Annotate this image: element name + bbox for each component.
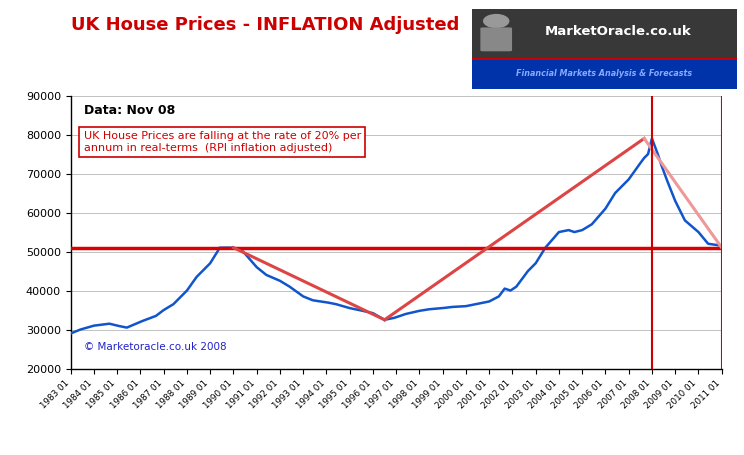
Text: UK House Prices are falling at the rate of 20% per
annum in real-terms  (RPI inf: UK House Prices are falling at the rate …	[84, 131, 361, 152]
Text: Data: Nov 08: Data: Nov 08	[84, 104, 175, 117]
Text: MarketOracle.co.uk: MarketOracle.co.uk	[545, 25, 691, 38]
Ellipse shape	[483, 14, 510, 28]
Bar	[472, 59, 737, 89]
Text: Financial Markets Analysis & Forecasts: Financial Markets Analysis & Forecasts	[516, 70, 693, 79]
Bar	[472, 9, 737, 58]
Bar	[472, 58, 737, 61]
Text: © Marketoracle.co.uk 2008: © Marketoracle.co.uk 2008	[84, 342, 226, 352]
Text: UK House Prices - INFLATION Adjusted: UK House Prices - INFLATION Adjusted	[71, 16, 459, 34]
FancyBboxPatch shape	[481, 27, 512, 51]
